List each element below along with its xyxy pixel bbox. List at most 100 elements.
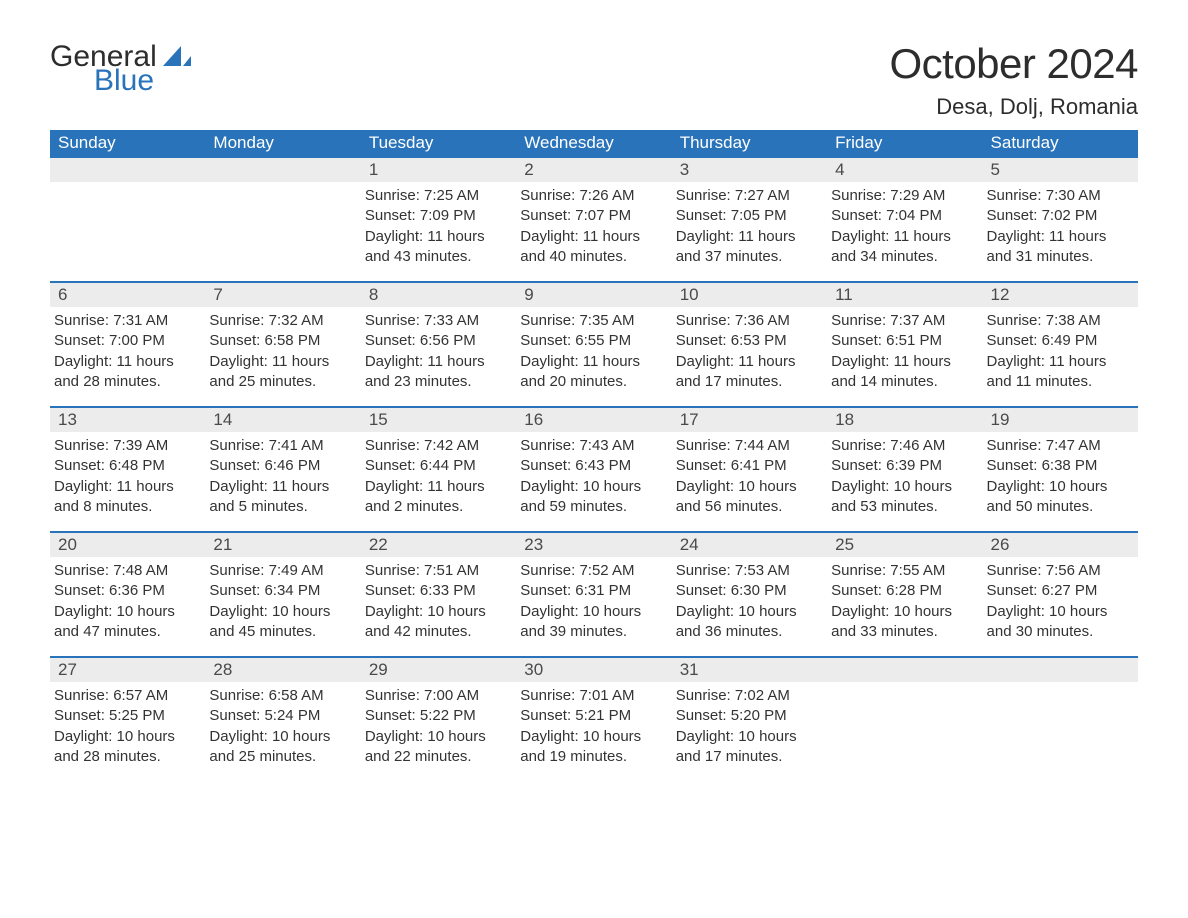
- day-sunrise: Sunrise: 7:37 AM: [831, 311, 974, 331]
- day-daylight_a: Daylight: 10 hours: [520, 477, 663, 497]
- day-sunset: Sunset: 7:04 PM: [831, 206, 974, 226]
- day-daylight_b: and 53 minutes.: [831, 497, 974, 517]
- day-daylight_a: Daylight: 11 hours: [209, 352, 352, 372]
- day-daylight_b: and 23 minutes.: [365, 372, 508, 392]
- day-daylight_b: and 47 minutes.: [54, 622, 197, 642]
- day-cell: 3Sunrise: 7:27 AMSunset: 7:05 PMDaylight…: [672, 158, 827, 281]
- day-body: Sunrise: 7:49 AMSunset: 6:34 PMDaylight:…: [205, 557, 360, 642]
- day-number: [50, 158, 205, 182]
- day-daylight_a: Daylight: 11 hours: [209, 477, 352, 497]
- day-number: 26: [983, 533, 1138, 557]
- day-sunset: Sunset: 5:21 PM: [520, 706, 663, 726]
- day-daylight_b: and 25 minutes.: [209, 372, 352, 392]
- day-number: 19: [983, 408, 1138, 432]
- day-cell: 20Sunrise: 7:48 AMSunset: 6:36 PMDayligh…: [50, 533, 205, 656]
- day-sunset: Sunset: 5:20 PM: [676, 706, 819, 726]
- day-daylight_a: Daylight: 10 hours: [54, 602, 197, 622]
- day-sunrise: Sunrise: 7:30 AM: [987, 186, 1130, 206]
- day-body: Sunrise: 7:52 AMSunset: 6:31 PMDaylight:…: [516, 557, 671, 642]
- day-sunrise: Sunrise: 7:49 AM: [209, 561, 352, 581]
- day-sunset: Sunset: 6:31 PM: [520, 581, 663, 601]
- day-sunrise: Sunrise: 7:00 AM: [365, 686, 508, 706]
- day-sunrise: Sunrise: 7:56 AM: [987, 561, 1130, 581]
- day-sunset: Sunset: 6:28 PM: [831, 581, 974, 601]
- day-sunrise: Sunrise: 6:58 AM: [209, 686, 352, 706]
- logo: General Blue: [50, 40, 191, 98]
- day-sunrise: Sunrise: 7:26 AM: [520, 186, 663, 206]
- day-number: 20: [50, 533, 205, 557]
- day-sunrise: Sunrise: 7:43 AM: [520, 436, 663, 456]
- day-body: Sunrise: 7:37 AMSunset: 6:51 PMDaylight:…: [827, 307, 982, 392]
- day-body: Sunrise: 7:01 AMSunset: 5:21 PMDaylight:…: [516, 682, 671, 767]
- day-body: Sunrise: 7:25 AMSunset: 7:09 PMDaylight:…: [361, 182, 516, 267]
- day-cell: 24Sunrise: 7:53 AMSunset: 6:30 PMDayligh…: [672, 533, 827, 656]
- day-number: [205, 158, 360, 182]
- day-sunrise: Sunrise: 7:48 AM: [54, 561, 197, 581]
- day-number: 23: [516, 533, 671, 557]
- day-body: Sunrise: 7:55 AMSunset: 6:28 PMDaylight:…: [827, 557, 982, 642]
- day-cell: 17Sunrise: 7:44 AMSunset: 6:41 PMDayligh…: [672, 408, 827, 531]
- day-cell: 19Sunrise: 7:47 AMSunset: 6:38 PMDayligh…: [983, 408, 1138, 531]
- location-title: Desa, Dolj, Romania: [889, 94, 1138, 120]
- day-number: 3: [672, 158, 827, 182]
- week-row: 20Sunrise: 7:48 AMSunset: 6:36 PMDayligh…: [50, 531, 1138, 656]
- day-sunrise: Sunrise: 7:27 AM: [676, 186, 819, 206]
- day-daylight_a: Daylight: 10 hours: [209, 602, 352, 622]
- day-daylight_a: Daylight: 11 hours: [831, 227, 974, 247]
- day-number: 14: [205, 408, 360, 432]
- day-daylight_a: Daylight: 10 hours: [831, 602, 974, 622]
- day-cell: [827, 658, 982, 781]
- day-daylight_a: Daylight: 11 hours: [987, 227, 1130, 247]
- day-sunrise: Sunrise: 7:01 AM: [520, 686, 663, 706]
- day-body: Sunrise: 7:32 AMSunset: 6:58 PMDaylight:…: [205, 307, 360, 392]
- day-number: 17: [672, 408, 827, 432]
- day-daylight_b: and 59 minutes.: [520, 497, 663, 517]
- day-cell: 2Sunrise: 7:26 AMSunset: 7:07 PMDaylight…: [516, 158, 671, 281]
- day-body: [983, 682, 1138, 686]
- day-daylight_b: and 45 minutes.: [209, 622, 352, 642]
- day-cell: 1Sunrise: 7:25 AMSunset: 7:09 PMDaylight…: [361, 158, 516, 281]
- day-daylight_b: and 2 minutes.: [365, 497, 508, 517]
- day-sunset: Sunset: 6:38 PM: [987, 456, 1130, 476]
- day-cell: 15Sunrise: 7:42 AMSunset: 6:44 PMDayligh…: [361, 408, 516, 531]
- day-daylight_a: Daylight: 11 hours: [676, 352, 819, 372]
- day-daylight_b: and 40 minutes.: [520, 247, 663, 267]
- calendar: Sunday Monday Tuesday Wednesday Thursday…: [50, 130, 1138, 781]
- day-cell: 27Sunrise: 6:57 AMSunset: 5:25 PMDayligh…: [50, 658, 205, 781]
- day-daylight_a: Daylight: 10 hours: [365, 727, 508, 747]
- day-number: 28: [205, 658, 360, 682]
- day-body: Sunrise: 7:41 AMSunset: 6:46 PMDaylight:…: [205, 432, 360, 517]
- day-daylight_b: and 28 minutes.: [54, 372, 197, 392]
- day-daylight_b: and 34 minutes.: [831, 247, 974, 267]
- day-body: Sunrise: 7:48 AMSunset: 6:36 PMDaylight:…: [50, 557, 205, 642]
- day-sunrise: Sunrise: 7:35 AM: [520, 311, 663, 331]
- day-sunrise: Sunrise: 7:33 AM: [365, 311, 508, 331]
- day-daylight_b: and 17 minutes.: [676, 747, 819, 767]
- day-daylight_b: and 25 minutes.: [209, 747, 352, 767]
- day-daylight_a: Daylight: 10 hours: [520, 602, 663, 622]
- day-body: Sunrise: 6:58 AMSunset: 5:24 PMDaylight:…: [205, 682, 360, 767]
- day-daylight_a: Daylight: 10 hours: [209, 727, 352, 747]
- day-cell: 28Sunrise: 6:58 AMSunset: 5:24 PMDayligh…: [205, 658, 360, 781]
- day-daylight_a: Daylight: 10 hours: [987, 602, 1130, 622]
- day-number: 11: [827, 283, 982, 307]
- day-number: 21: [205, 533, 360, 557]
- day-sunrise: Sunrise: 6:57 AM: [54, 686, 197, 706]
- day-cell: 14Sunrise: 7:41 AMSunset: 6:46 PMDayligh…: [205, 408, 360, 531]
- day-daylight_b: and 36 minutes.: [676, 622, 819, 642]
- weekday-header: Monday: [205, 130, 360, 158]
- day-daylight_b: and 28 minutes.: [54, 747, 197, 767]
- day-cell: 25Sunrise: 7:55 AMSunset: 6:28 PMDayligh…: [827, 533, 982, 656]
- day-sunset: Sunset: 7:09 PM: [365, 206, 508, 226]
- day-sunset: Sunset: 6:27 PM: [987, 581, 1130, 601]
- day-sunrise: Sunrise: 7:53 AM: [676, 561, 819, 581]
- day-cell: 8Sunrise: 7:33 AMSunset: 6:56 PMDaylight…: [361, 283, 516, 406]
- day-daylight_b: and 33 minutes.: [831, 622, 974, 642]
- day-number: 27: [50, 658, 205, 682]
- day-body: Sunrise: 7:00 AMSunset: 5:22 PMDaylight:…: [361, 682, 516, 767]
- weekday-header: Sunday: [50, 130, 205, 158]
- weekday-header-row: Sunday Monday Tuesday Wednesday Thursday…: [50, 130, 1138, 158]
- day-sunrise: Sunrise: 7:41 AM: [209, 436, 352, 456]
- day-sunrise: Sunrise: 7:42 AM: [365, 436, 508, 456]
- day-body: [205, 182, 360, 186]
